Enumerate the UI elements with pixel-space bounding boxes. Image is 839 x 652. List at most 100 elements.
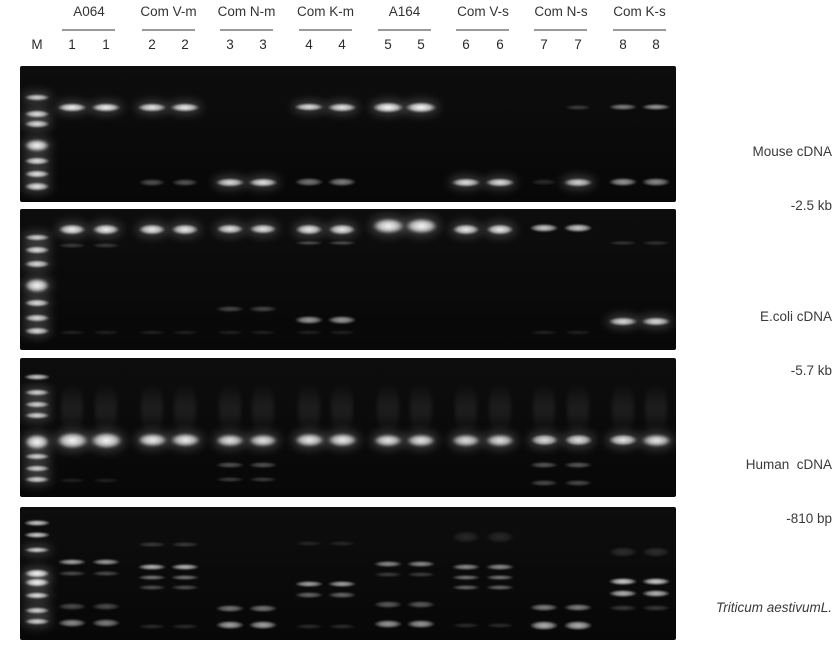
- gel-band: [295, 592, 323, 598]
- gel-band: [529, 434, 559, 446]
- marker-band: [24, 591, 50, 599]
- marker-band: [24, 388, 50, 396]
- gel-band: [486, 574, 514, 580]
- gel-band: [58, 619, 86, 627]
- gel-band: [405, 101, 437, 113]
- marker-band: [24, 452, 50, 460]
- gel-band: [295, 540, 323, 546]
- gel-band: [138, 564, 166, 570]
- gel-band: [372, 101, 404, 113]
- gel-band: [406, 433, 436, 447]
- gel-band: [171, 564, 199, 570]
- gel-band: [92, 602, 120, 610]
- gel-band: [92, 223, 120, 235]
- gel-band: [564, 462, 592, 468]
- gel-band: [609, 547, 637, 557]
- gel-band: [92, 559, 120, 565]
- lane-number-3: 3: [259, 37, 267, 52]
- gel-band: [328, 540, 356, 546]
- gel-band: [530, 329, 558, 335]
- marker-band: [24, 260, 50, 268]
- group-underline: [298, 29, 352, 31]
- gel-band: [92, 477, 120, 483]
- gel-band: [136, 433, 168, 447]
- gel-band: [530, 620, 558, 630]
- marker-band: [24, 277, 50, 293]
- gel-band: [563, 434, 593, 446]
- gel-band: [609, 577, 637, 585]
- gel-band: [249, 306, 277, 312]
- gel-band: [452, 622, 480, 628]
- gel-band: [171, 584, 199, 590]
- marker-band: [24, 520, 50, 526]
- gel-band: [486, 564, 514, 570]
- gel-band: [452, 584, 480, 590]
- gel-band: [328, 223, 356, 235]
- marker-band: [24, 327, 50, 335]
- group-underline: [219, 29, 273, 31]
- lane-smear: [567, 382, 589, 434]
- marker-band: [24, 568, 50, 578]
- gel-band: [170, 102, 200, 112]
- gel-band: [640, 433, 672, 447]
- lane-smear: [377, 382, 399, 434]
- marker-band: [24, 374, 50, 380]
- lane-smear: [533, 382, 555, 434]
- gel-band: [215, 433, 245, 447]
- lane-smear: [61, 382, 83, 434]
- gel-band: [530, 603, 558, 611]
- marker-band: [24, 138, 50, 152]
- gel-band: [138, 623, 166, 629]
- gel-band: [58, 559, 86, 565]
- gel-band: [328, 178, 356, 186]
- gel-band: [609, 178, 637, 186]
- gel-band: [530, 224, 558, 232]
- gel-band: [642, 589, 670, 597]
- gel-band: [328, 592, 356, 598]
- gel-band: [563, 177, 593, 187]
- gel-band: [531, 179, 557, 185]
- lane-smear: [252, 382, 274, 434]
- gel-band: [172, 178, 198, 186]
- gel-band: [216, 476, 244, 482]
- gel-band: [58, 329, 86, 335]
- group-label-com-v-m: Com V-m: [140, 4, 197, 19]
- gel-band: [171, 574, 199, 580]
- gel-band: [642, 241, 670, 245]
- gel-band: [328, 329, 356, 335]
- gel-band: [328, 241, 356, 245]
- group-underline: [612, 29, 666, 31]
- lane-smear: [219, 382, 241, 434]
- gel-band: [55, 431, 89, 449]
- gel-band: [407, 600, 435, 608]
- marker-band: [24, 314, 50, 322]
- panel-label-line2: -810 bp: [786, 511, 832, 526]
- lane-number-5: 5: [384, 37, 392, 52]
- gel-band: [608, 316, 638, 326]
- marker-band: [24, 246, 50, 254]
- gel-band: [249, 224, 277, 234]
- gel-band: [216, 462, 244, 468]
- gel-band: [249, 329, 277, 335]
- gel-band: [138, 223, 166, 235]
- marker-band: [24, 547, 50, 553]
- lane-smear: [645, 382, 667, 434]
- marker-band: [24, 617, 50, 625]
- lane-number-4: 4: [338, 37, 346, 52]
- gel-band: [564, 603, 592, 611]
- gel-band: [530, 480, 558, 486]
- panel-label-line1: E.coli cDNA: [759, 309, 832, 324]
- gel-band: [169, 433, 201, 447]
- gel-band: [92, 570, 120, 576]
- gel-band: [295, 223, 323, 235]
- lane-number-7: 7: [540, 37, 548, 52]
- lane-number-8: 8: [619, 37, 627, 52]
- lane-number-6: 6: [496, 37, 504, 52]
- gel-panel-mouse: [20, 66, 676, 202]
- gel-band: [58, 570, 86, 576]
- lane-number-3: 3: [226, 37, 234, 52]
- marker-band: [24, 434, 50, 450]
- group-label-com-v-s: Com V-s: [457, 4, 509, 19]
- gel-panel-ecoli: [20, 209, 676, 350]
